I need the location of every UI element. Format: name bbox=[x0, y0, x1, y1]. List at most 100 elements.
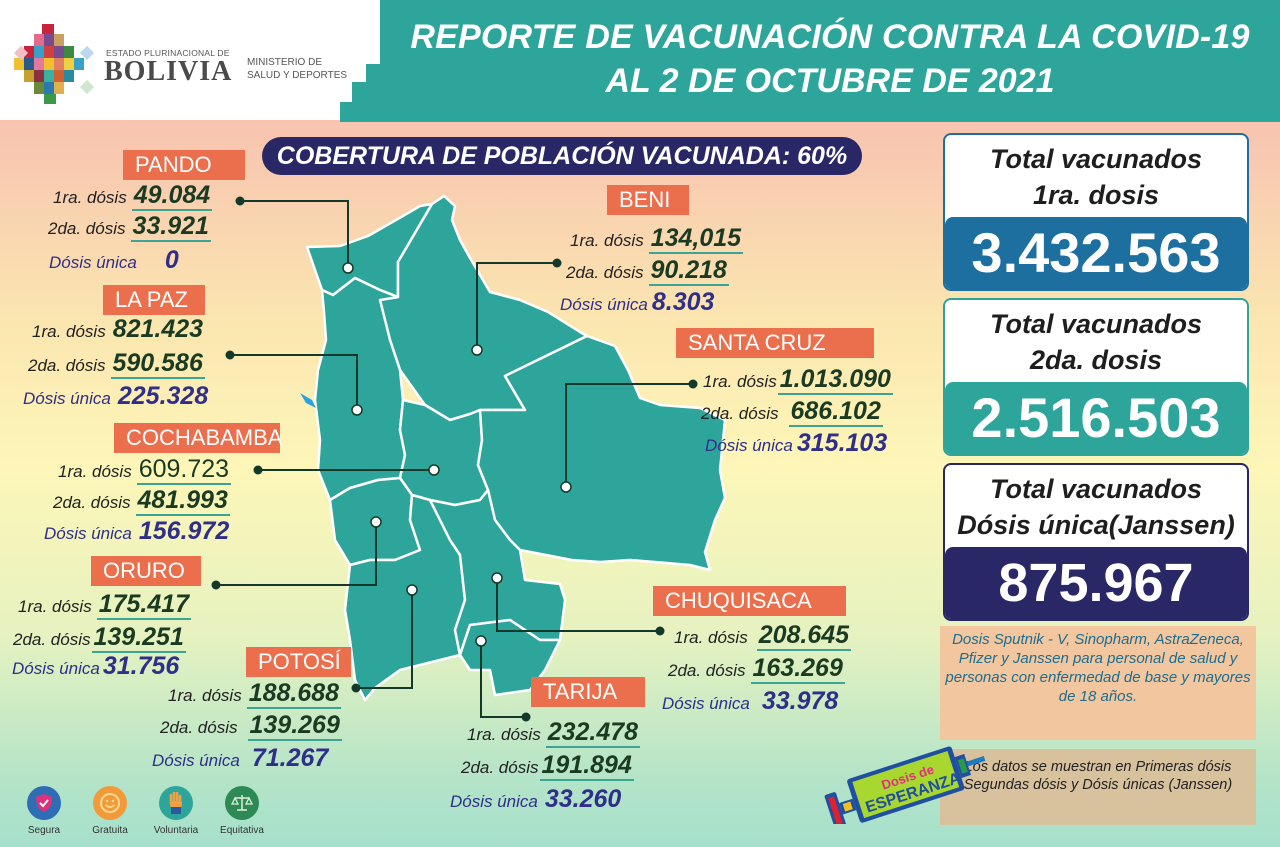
ministry-name: MINISTERIO DE SALUD Y DEPORTES bbox=[247, 56, 347, 82]
badge-label: Gratuita bbox=[92, 825, 128, 836]
lapaz-first-value: 821.423 bbox=[112, 315, 204, 343]
santacruz-first-value: 1.013.090 bbox=[777, 365, 893, 395]
report-date: AL 2 DE OCTUBRE DE 2021 bbox=[605, 62, 1055, 100]
potosi-first-row: 1ra. dósis 188.688 bbox=[168, 679, 342, 709]
badge-segura: Segura bbox=[24, 786, 64, 836]
beni-single-row: Dósis única 8.303 bbox=[560, 289, 716, 316]
second-dose-label: 2da. dósis bbox=[461, 758, 539, 777]
first-dose-label: 1ra. dósis bbox=[58, 462, 132, 481]
cochabamba-first-row: 1ra. dósis 609.723 bbox=[58, 455, 232, 485]
cochabamba-second-value: 481.993 bbox=[135, 486, 230, 516]
santacruz-first-row: 1ra. dósis 1.013.090 bbox=[703, 366, 893, 395]
logo-area: ESTADO PLURINACIONAL DE BOLIVIA MINISTER… bbox=[0, 0, 380, 120]
dept-tag-potosi: POTOSÍ bbox=[246, 647, 351, 677]
raised-hand-icon bbox=[159, 786, 193, 820]
chuquisaca-single-row: Dósis única 33.978 bbox=[662, 688, 840, 715]
chuquisaca-single-value: 33.978 bbox=[761, 687, 839, 715]
dept-tag-cochabamba: COCHABAMBA bbox=[114, 423, 282, 453]
tarija-single-value: 33.260 bbox=[544, 785, 622, 813]
pando-first-row: 1ra. dósis 49.084 bbox=[53, 181, 213, 211]
lake-titicaca bbox=[300, 393, 316, 408]
potosi-second-value: 139.269 bbox=[247, 711, 342, 741]
estado-text: ESTADO PLURINACIONAL DE bbox=[106, 48, 230, 58]
total-first-dose-card: Total vacunados 1ra. dosis 3.432.563 bbox=[943, 133, 1249, 291]
card-title-line2: 2da. dosis bbox=[1029, 345, 1163, 375]
first-dose-label: 1ra. dósis bbox=[703, 372, 777, 391]
badge-gratuita: Gratuita bbox=[90, 786, 130, 836]
single-dose-label: Dósis única bbox=[12, 659, 100, 678]
coverage-banner: COBERTURA DE POBLACIÓN VACUNADA: 60% bbox=[262, 137, 862, 175]
beni-first-value: 134,015 bbox=[648, 224, 744, 254]
chuquisaca-second-value: 163.269 bbox=[750, 654, 845, 684]
pando-single-row: Dósis única 0 bbox=[49, 247, 181, 274]
principles-badges: Segura Gratuita Voluntaria Equitativa bbox=[24, 786, 264, 836]
single-dose-label: Dósis única bbox=[450, 792, 538, 811]
first-dose-label: 1ra. dósis bbox=[18, 597, 92, 616]
scales-icon bbox=[225, 786, 259, 820]
oruro-single-value: 31.756 bbox=[102, 652, 180, 680]
card-title-line2: Dósis única(Janssen) bbox=[957, 510, 1235, 540]
oruro-first-row: 1ra. dósis 175.417 bbox=[18, 590, 192, 620]
potosi-single-value: 71.267 bbox=[251, 744, 329, 772]
vaccines-note: Dosis Sputnik - V, Sinopharm, AstraZenec… bbox=[940, 626, 1256, 740]
bolivia-emblem-icon bbox=[13, 24, 95, 104]
smile-icon bbox=[93, 786, 127, 820]
dosis-de-esperanza-syringe-icon: Dosis de ESPERANZA bbox=[824, 746, 986, 824]
tarija-second-value: 191.894 bbox=[539, 751, 634, 781]
single-dose-label: Dósis única bbox=[23, 389, 111, 408]
first-dose-label: 1ra. dósis bbox=[32, 322, 106, 341]
dept-tag-beni: BENI bbox=[607, 185, 689, 215]
santacruz-single-value: 315.103 bbox=[796, 429, 888, 457]
tarija-first-row: 1ra. dósis 232.478 bbox=[467, 718, 641, 748]
tarija-first-value: 232.478 bbox=[545, 718, 641, 748]
lapaz-first-row: 1ra. dósis 821.423 bbox=[32, 316, 205, 343]
total-second-dose-card: Total vacunados 2da. dosis 2.516.503 bbox=[943, 298, 1249, 456]
header-step bbox=[340, 102, 354, 122]
country-name: BOLIVIA bbox=[104, 56, 233, 87]
lapaz-second-row: 2da. dósis 590.586 bbox=[28, 350, 205, 379]
oruro-second-row: 2da. dósis 139.251 bbox=[13, 624, 186, 653]
card-title-line2: 1ra. dosis bbox=[1032, 180, 1160, 210]
chuquisaca-second-row: 2da. dósis 163.269 bbox=[668, 655, 845, 684]
santacruz-second-row: 2da. dósis 686.102 bbox=[701, 398, 883, 427]
badge-equitativa: Equitativa bbox=[220, 786, 264, 836]
dept-tag-tarija: TARIJA bbox=[531, 677, 645, 707]
oruro-first-value: 175.417 bbox=[96, 590, 192, 620]
beni-first-row: 1ra. dósis 134,015 bbox=[570, 224, 744, 254]
badge-label: Equitativa bbox=[220, 825, 264, 836]
second-dose-label: 2da. dósis bbox=[701, 404, 779, 423]
oruro-single-row: Dósis única 31.756 bbox=[12, 653, 181, 680]
pando-first-value: 49.084 bbox=[131, 181, 213, 211]
single-dose-label: Dósis única bbox=[662, 694, 750, 713]
card-title-line1: Total vacunados bbox=[989, 309, 1203, 339]
cochabamba-single-value: 156.972 bbox=[138, 517, 230, 545]
potosi-single-row: Dósis única 71.267 bbox=[152, 745, 330, 772]
second-dose-label: 2da. dósis bbox=[53, 493, 131, 512]
cochabamba-single-row: Dósis única 156.972 bbox=[44, 518, 231, 545]
total-single-dose-value: 875.967 bbox=[945, 547, 1247, 619]
pando-second-row: 2da. dósis 33.921 bbox=[48, 213, 211, 242]
tarija-single-row: Dósis única 33.260 bbox=[450, 786, 623, 813]
lapaz-second-value: 590.586 bbox=[110, 349, 205, 379]
potosi-first-value: 188.688 bbox=[246, 679, 342, 709]
data-info-note: Los datos se muestran en Primeras dósis … bbox=[940, 749, 1256, 825]
chuquisaca-first-value: 208.645 bbox=[756, 621, 852, 651]
beni-second-value: 90.218 bbox=[648, 256, 729, 286]
first-dose-label: 1ra. dósis bbox=[467, 725, 541, 744]
dept-tag-chuquisaca: CHUQUISACA bbox=[653, 586, 846, 616]
badge-voluntaria: Voluntaria bbox=[154, 786, 198, 836]
cochabamba-second-row: 2da. dósis 481.993 bbox=[53, 487, 230, 516]
total-single-dose-card: Total vacunados Dósis única(Janssen) 875… bbox=[943, 463, 1249, 621]
first-dose-label: 1ra. dósis bbox=[674, 628, 748, 647]
ministry-line2: SALUD Y DEPORTES bbox=[247, 70, 348, 81]
card-title-line1: Total vacunados bbox=[989, 144, 1203, 174]
total-first-dose-value: 3.432.563 bbox=[945, 217, 1247, 289]
cochabamba-first-value: 609.723 bbox=[136, 455, 232, 485]
total-second-dose-title: Total vacunados 2da. dosis bbox=[945, 300, 1247, 382]
pando-single-value: 0 bbox=[164, 246, 179, 274]
pando-second-value: 33.921 bbox=[130, 212, 211, 242]
dept-tag-santa-cruz: SANTA CRUZ bbox=[676, 328, 874, 358]
card-title-line1: Total vacunados bbox=[989, 474, 1203, 504]
second-dose-label: 2da. dósis bbox=[28, 356, 106, 375]
beni-second-row: 2da. dósis 90.218 bbox=[566, 257, 729, 286]
